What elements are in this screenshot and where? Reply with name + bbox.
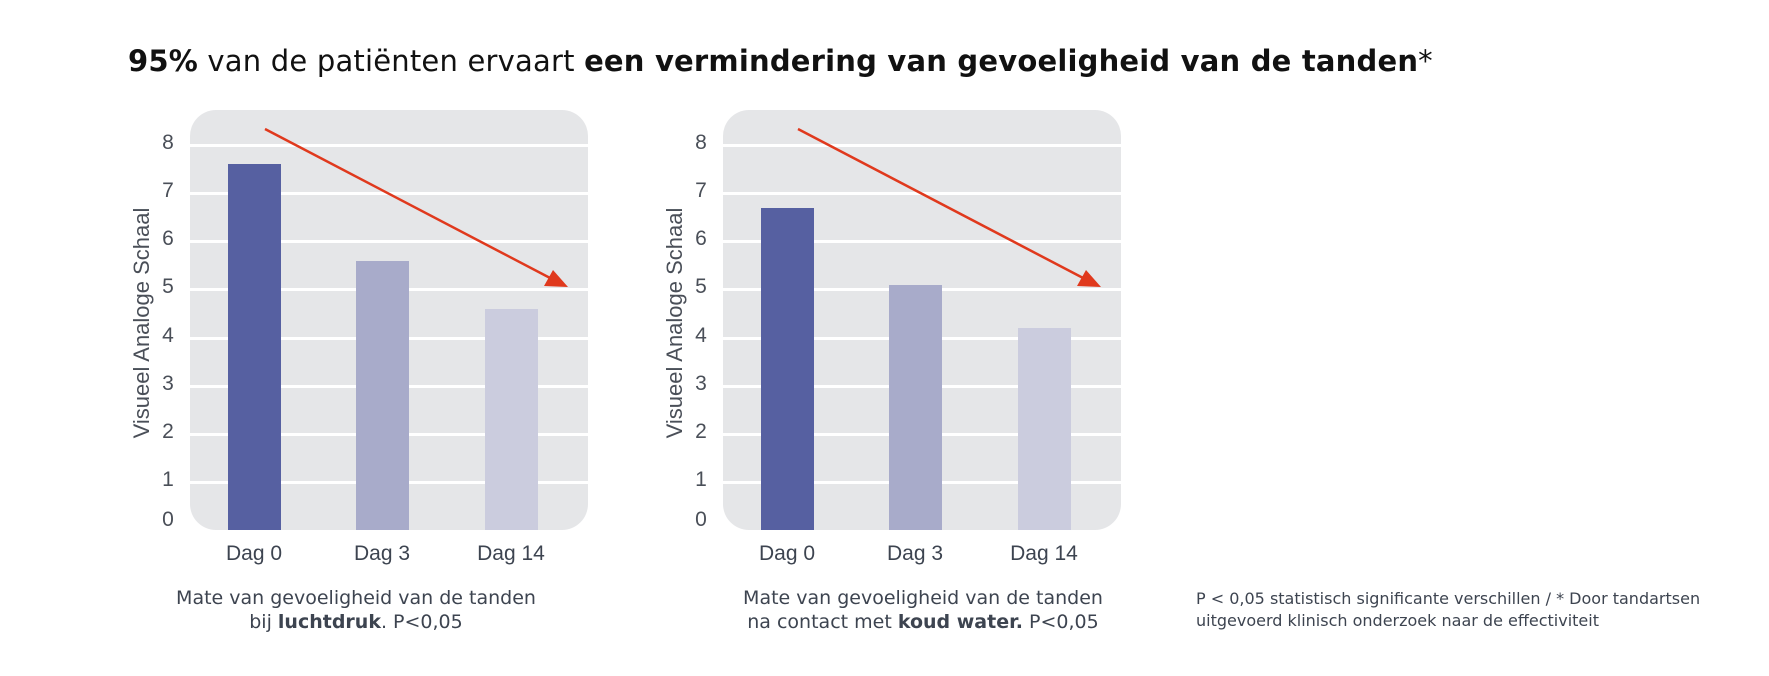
- y-tick-label: 6: [695, 227, 707, 251]
- bar-dag-14: [1018, 327, 1071, 530]
- x-tick-label: Dag 3: [886, 542, 944, 565]
- y-tick-label: 0: [695, 508, 707, 531]
- y-tick-label: 4: [695, 323, 707, 347]
- bar-dag-3: [356, 260, 409, 530]
- caption-line2: bij luchtdruk. P<0,05: [116, 610, 596, 634]
- chart-luchtdruk: Visueel Analoge Schaal 0 1 2 3 4 5 6 7 8 Dag 0 Dag …: [110, 100, 590, 565]
- caption-koud-water: Mate van gevoeligheid van de tanden na c…: [683, 586, 1163, 634]
- caption-pvalue: P<0,05: [1022, 611, 1099, 633]
- bar-dag-0: [228, 164, 281, 530]
- headline-emphasis: een vermindering van gevoeligheid van de…: [584, 44, 1419, 78]
- footnote-line1: P < 0,05 statistisch significante versch…: [1196, 589, 1701, 608]
- caption-line1: Mate van gevoeligheid van de tanden: [743, 587, 1103, 609]
- y-tick-label: 8: [162, 131, 174, 154]
- headline-text: van de patiënten ervaart: [198, 44, 585, 78]
- gridline: [190, 144, 588, 147]
- footnote: P < 0,05 statistisch significante versch…: [1196, 588, 1700, 632]
- x-tick-label: Dag 0: [758, 542, 816, 565]
- gridline: [723, 192, 1121, 196]
- plot-area: [190, 110, 588, 530]
- y-axis-label: Visueel Analoge Schaal: [662, 207, 687, 439]
- x-tick-label: Dag 14: [477, 542, 545, 565]
- y-tick-label: 0: [162, 508, 174, 531]
- chart-koud-water: Visueel Analoge Schaal 0 1 2 3 4 5 6 7 8 Dag 0 Dag …: [643, 100, 1123, 565]
- caption-pvalue: . P<0,05: [380, 611, 463, 633]
- headline: 95% van de patiënten ervaart een vermind…: [128, 44, 1433, 78]
- y-tick-label: 2: [162, 419, 174, 443]
- bar-dag-3: [889, 284, 942, 530]
- y-tick-label: 5: [162, 275, 174, 299]
- y-tick-label: 6: [162, 227, 174, 251]
- y-tick-label: 4: [162, 323, 174, 347]
- x-tick-label: Dag 3: [353, 542, 411, 565]
- y-tick-label: 3: [695, 371, 707, 395]
- plot-area: [723, 110, 1121, 530]
- bar-dag-14: [485, 308, 538, 530]
- y-tick-label: 7: [162, 179, 174, 203]
- headline-percentage: 95%: [128, 44, 199, 78]
- caption-text: bij: [249, 611, 278, 633]
- caption-emphasis: koud water.: [897, 611, 1023, 633]
- x-tick-label: Dag 0: [225, 542, 283, 565]
- y-tick-label: 2: [695, 419, 707, 443]
- x-tick-label: Dag 14: [1010, 542, 1078, 565]
- y-tick-label: 8: [695, 131, 707, 154]
- footnote-line2: uitgevoerd klinisch onderzoek naar de ef…: [1196, 611, 1599, 630]
- caption-line2: na contact met koud water. P<0,05: [683, 610, 1163, 634]
- caption-text: na contact met: [747, 611, 898, 633]
- y-tick-label: 3: [162, 371, 174, 395]
- y-tick-label: 7: [695, 179, 707, 203]
- y-axis-label: Visueel Analoge Schaal: [129, 207, 154, 439]
- gridline: [723, 144, 1121, 147]
- headline-asterisk: *: [1418, 44, 1433, 78]
- y-tick-label: 1: [695, 467, 707, 491]
- y-tick-label: 5: [695, 275, 707, 299]
- y-tick-label: 1: [162, 467, 174, 491]
- bar-dag-0: [761, 207, 814, 530]
- caption-emphasis: luchtdruk: [277, 611, 381, 633]
- caption-luchtdruk: Mate van gevoeligheid van de tanden bij …: [116, 586, 596, 634]
- caption-line1: Mate van gevoeligheid van de tanden: [176, 587, 536, 609]
